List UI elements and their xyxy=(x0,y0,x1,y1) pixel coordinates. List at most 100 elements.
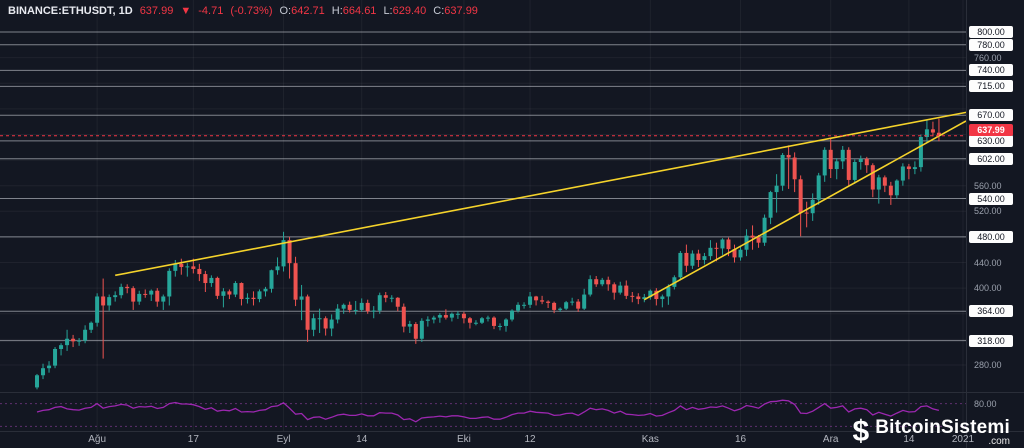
candle xyxy=(353,300,358,315)
time-axis-label: Ağu xyxy=(88,434,107,445)
price-line-label: 780.00 xyxy=(969,38,1013,51)
candle xyxy=(516,302,521,313)
candle xyxy=(77,338,82,346)
candle xyxy=(239,282,244,306)
ohlc-high: H:664.61 xyxy=(331,5,377,17)
symbol-title: BINANCE:ETHUSDT, 1D xyxy=(8,5,133,17)
time-axis[interactable]: Ağu 17 Eyl 14 Eki 12 Kas 16 Ara 14 2021 xyxy=(0,432,974,448)
candle xyxy=(305,294,310,342)
candle xyxy=(738,246,743,261)
candle xyxy=(534,295,539,306)
candle xyxy=(546,300,551,309)
candle xyxy=(371,306,376,319)
price-tick-label: 560.00 xyxy=(974,180,1002,191)
candle xyxy=(624,280,629,300)
candle xyxy=(173,259,178,277)
candle xyxy=(600,277,605,287)
candle xyxy=(35,373,40,390)
candle xyxy=(83,325,88,344)
candle xyxy=(329,314,334,337)
price-line-label: 800.00 xyxy=(969,26,1013,38)
candle xyxy=(858,155,863,170)
candle xyxy=(840,145,845,170)
site-watermark: $ BitcoinSistemi .com xyxy=(853,417,1010,447)
candle xyxy=(528,291,533,309)
price-tick-label: 520.00 xyxy=(974,206,1002,217)
candle xyxy=(594,275,599,287)
candle xyxy=(930,121,935,137)
candle xyxy=(822,147,827,182)
candle xyxy=(65,329,70,351)
candle xyxy=(888,181,893,205)
price-tick-label: 280.00 xyxy=(974,360,1002,370)
candle xyxy=(780,153,785,191)
candle xyxy=(221,288,226,308)
candle xyxy=(702,252,707,265)
time-axis-label: 17 xyxy=(187,434,199,445)
candle xyxy=(401,303,406,333)
ohlc-low: L:629.40 xyxy=(383,5,427,17)
candle xyxy=(714,242,719,262)
time-axis-label: Eki xyxy=(456,434,471,445)
candle xyxy=(690,250,695,269)
candle xyxy=(227,289,232,300)
price-scale[interactable]: 760.00 560.00 520.00 440.00 400.00 280.00 800.… xyxy=(966,0,1024,448)
candle xyxy=(582,288,587,310)
candle xyxy=(936,118,941,142)
candle xyxy=(576,299,581,312)
candle xyxy=(762,214,767,246)
candle xyxy=(491,316,496,330)
trendline-lower[interactable] xyxy=(643,120,967,301)
candle xyxy=(654,288,659,306)
candle xyxy=(882,175,887,193)
candle xyxy=(59,343,64,356)
candle xyxy=(263,286,268,297)
candle xyxy=(642,293,647,303)
candle xyxy=(455,311,460,319)
dollar-s-logo-icon: $ xyxy=(852,415,870,448)
candle xyxy=(630,291,635,303)
candle xyxy=(413,322,418,344)
candle xyxy=(383,291,388,303)
candle xyxy=(71,334,76,348)
trendline-upper[interactable] xyxy=(115,111,967,277)
candle xyxy=(287,236,292,279)
candle xyxy=(918,134,923,172)
candle xyxy=(47,361,52,373)
candle xyxy=(636,293,641,305)
candle xyxy=(443,309,448,320)
candle xyxy=(281,231,286,272)
candle xyxy=(467,316,472,329)
logo-tld: .com xyxy=(988,435,1010,447)
price-change-percent: (-0.73%) xyxy=(230,5,273,17)
candle xyxy=(473,320,478,326)
candle xyxy=(870,163,875,198)
candle xyxy=(894,179,899,199)
candle xyxy=(834,158,839,180)
candle xyxy=(149,289,154,301)
candle xyxy=(660,294,665,308)
candle xyxy=(299,284,304,321)
price-change: -4.71 xyxy=(198,5,224,17)
candle xyxy=(510,309,515,322)
candle xyxy=(828,137,833,179)
price-tick-label: 440.00 xyxy=(974,257,1002,268)
price-line-label: 480.00 xyxy=(969,230,1013,243)
candle xyxy=(479,316,484,325)
price-line-label: 670.00 xyxy=(969,109,1013,122)
candle xyxy=(113,291,118,302)
price-tick-label: 760.00 xyxy=(974,52,1002,63)
price-line-label: 364.00 xyxy=(969,305,1013,318)
oscillator-line[interactable] xyxy=(36,399,940,423)
candle xyxy=(197,263,202,282)
price-line-label: 630.00 xyxy=(969,134,1013,147)
candle xyxy=(335,304,340,324)
candle xyxy=(678,251,683,281)
down-arrow-icon: ▼ xyxy=(180,5,192,17)
candle xyxy=(648,289,653,300)
candle xyxy=(798,175,803,237)
candle xyxy=(666,284,671,305)
symbol-legend[interactable]: BINANCE:ETHUSDT, 1D 637.99 ▼ -4.71 (-0.7… xyxy=(8,5,478,17)
candle xyxy=(209,275,214,287)
